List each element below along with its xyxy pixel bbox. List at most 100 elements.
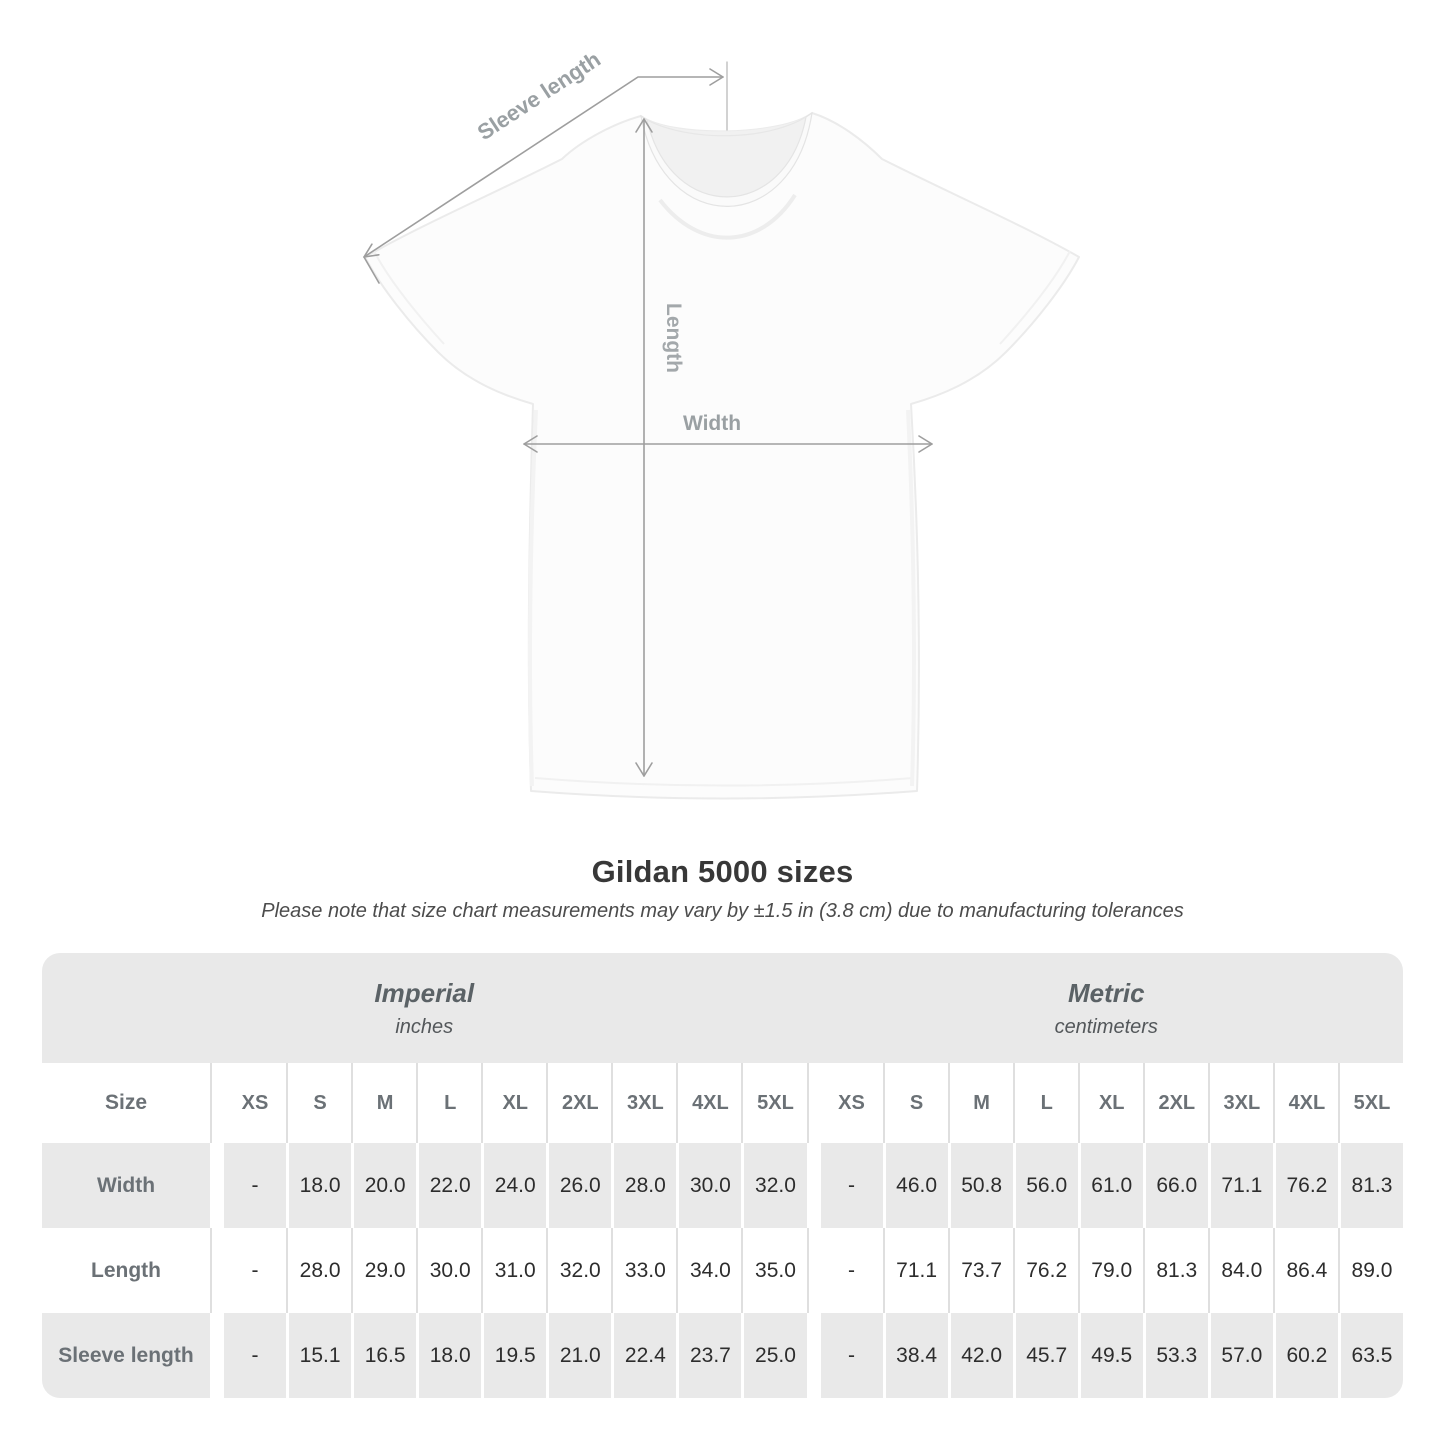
metric-value-width: -	[820, 1143, 883, 1228]
imperial-value-sleeve-length: 19.5	[484, 1313, 547, 1398]
size-header-imperial-3xl: 3XL	[614, 1063, 677, 1143]
metric-value-sleeve-length: 63.5	[1340, 1313, 1403, 1398]
metric-value-length: 73.7	[950, 1228, 1013, 1313]
size-header-imperial-xl: XL	[484, 1063, 547, 1143]
imperial-value-length: 34.0	[679, 1228, 742, 1313]
imperial-value-length: 29.0	[354, 1228, 417, 1313]
imperial-value-width: -	[224, 1143, 287, 1228]
size-header-imperial-s: S	[289, 1063, 352, 1143]
size-header-metric-xs: XS	[820, 1063, 883, 1143]
length-arrow	[635, 118, 653, 777]
size-header-metric-4xl: 4XL	[1275, 1063, 1338, 1143]
imperial-value-width: 24.0	[484, 1143, 547, 1228]
size-header-imperial-l: L	[419, 1063, 482, 1143]
metric-group-unit: centimeters	[1054, 1015, 1158, 1038]
tshirt-body	[364, 112, 1080, 800]
imperial-value-sleeve-length: -	[224, 1313, 287, 1398]
metric-value-sleeve-length: 38.4	[885, 1313, 948, 1398]
column-group-divider	[213, 1228, 221, 1313]
metric-value-sleeve-length: 45.7	[1015, 1313, 1078, 1398]
imperial-value-length: 30.0	[419, 1228, 482, 1313]
size-header-metric-xl: XL	[1080, 1063, 1143, 1143]
metric-value-width: 66.0	[1145, 1143, 1208, 1228]
imperial-value-length: -	[224, 1228, 287, 1313]
tshirt-illustration: Sleeve length Length Width	[363, 46, 1080, 800]
metric-value-width: 50.8	[950, 1143, 1013, 1228]
imperial-value-width: 30.0	[679, 1143, 742, 1228]
size-header-metric-s: S	[885, 1063, 948, 1143]
width-arrow	[523, 435, 933, 453]
unit-group-row: Imperial inches Metric centimeters	[42, 953, 1403, 1063]
column-group-divider	[213, 1063, 221, 1143]
metric-value-width: 71.1	[1210, 1143, 1273, 1228]
metric-value-length: 84.0	[1210, 1228, 1273, 1313]
imperial-value-sleeve-length: 16.5	[354, 1313, 417, 1398]
metric-value-width: 61.0	[1080, 1143, 1143, 1228]
size-header-imperial-xs: XS	[224, 1063, 287, 1143]
imperial-value-width: 32.0	[744, 1143, 807, 1228]
column-group-divider	[810, 1063, 818, 1143]
imperial-group-header: Imperial inches	[42, 953, 807, 1063]
row-label-width: Width	[42, 1143, 210, 1228]
imperial-value-width: 28.0	[614, 1143, 677, 1228]
imperial-value-sleeve-length: 18.0	[419, 1313, 482, 1398]
imperial-value-length: 32.0	[549, 1228, 612, 1313]
metric-value-sleeve-length: 60.2	[1275, 1313, 1338, 1398]
imperial-value-sleeve-length: 25.0	[744, 1313, 807, 1398]
size-header-metric-5xl: 5XL	[1340, 1063, 1403, 1143]
imperial-value-sleeve-length: 21.0	[549, 1313, 612, 1398]
measurement-row-length: Length -28.0 29.0 30.0 31.0 32.0 33.0 34.0 35.0-…	[42, 1228, 1403, 1313]
metric-value-length: 79.0	[1080, 1228, 1143, 1313]
metric-group-label: Metric	[1067, 977, 1145, 1008]
column-group-divider	[810, 1313, 818, 1398]
size-chart-table: Imperial inches Metric centimeters Size XS S M L…	[42, 953, 1403, 1398]
imperial-value-width: 22.0	[419, 1143, 482, 1228]
size-header-imperial-4xl: 4XL	[679, 1063, 742, 1143]
page-title: Gildan 5000 sizes	[591, 854, 854, 889]
size-header-row: Size XS S M L XL 2XL 3XL 4XL 5XL XS S M L XL 2XL 3XL 4XL 5…	[42, 1063, 1403, 1143]
metric-value-length: 89.0	[1340, 1228, 1403, 1313]
imperial-value-length: 33.0	[614, 1228, 677, 1313]
imperial-value-length: 28.0	[289, 1228, 352, 1313]
imperial-value-sleeve-length: 23.7	[679, 1313, 742, 1398]
collar-band	[640, 111, 813, 207]
imperial-value-length: 31.0	[484, 1228, 547, 1313]
measurement-row-width: Width -18.0 20.0 22.0 24.0 26.0 28.0 30.0 32.0-4…	[42, 1143, 1403, 1228]
imperial-value-width: 18.0	[289, 1143, 352, 1228]
column-group-divider	[213, 1313, 221, 1398]
imperial-value-width: 26.0	[549, 1143, 612, 1228]
metric-value-length: 76.2	[1015, 1228, 1078, 1313]
sleeve-length-arrow	[363, 61, 728, 284]
size-header-metric-m: M	[950, 1063, 1013, 1143]
metric-value-length: 71.1	[885, 1228, 948, 1313]
metric-value-width: 76.2	[1275, 1143, 1338, 1228]
metric-value-width: 46.0	[885, 1143, 948, 1228]
tshirt-measurement-diagram: Sleeve length Length Width	[363, 46, 1080, 800]
back-neckline	[646, 116, 807, 137]
dimension-lines	[363, 61, 933, 777]
measurement-row-sleeve-length: Sleeve length -15.1 16.5 18.0 19.5 21.0 22.4 23…	[42, 1313, 1403, 1398]
size-header-imperial-5xl: 5XL	[744, 1063, 807, 1143]
metric-group-header: Metric centimeters	[810, 953, 1404, 1063]
size-column-header: Size	[42, 1063, 210, 1143]
imperial-value-sleeve-length: 22.4	[614, 1313, 677, 1398]
metric-value-width: 81.3	[1340, 1143, 1403, 1228]
metric-value-length: -	[820, 1228, 883, 1313]
column-group-divider	[213, 1143, 221, 1228]
size-header-imperial-m: M	[354, 1063, 417, 1143]
row-label-sleeve-length: Sleeve length	[42, 1313, 210, 1398]
size-header-metric-2xl: 2XL	[1145, 1063, 1208, 1143]
imperial-group-unit: inches	[395, 1015, 454, 1038]
column-group-divider	[810, 1228, 818, 1313]
metric-value-sleeve-length: 49.5	[1080, 1313, 1143, 1398]
width-label: Width	[683, 412, 741, 435]
size-header-metric-l: L	[1015, 1063, 1078, 1143]
size-header-metric-3xl: 3XL	[1210, 1063, 1273, 1143]
metric-value-sleeve-length: 53.3	[1145, 1313, 1208, 1398]
metric-value-sleeve-length: 42.0	[950, 1313, 1013, 1398]
imperial-group-label: Imperial	[374, 977, 475, 1008]
tolerance-note: Please note that size chart measurements…	[261, 900, 1184, 922]
metric-value-length: 81.3	[1145, 1228, 1208, 1313]
column-group-divider	[810, 1143, 818, 1228]
